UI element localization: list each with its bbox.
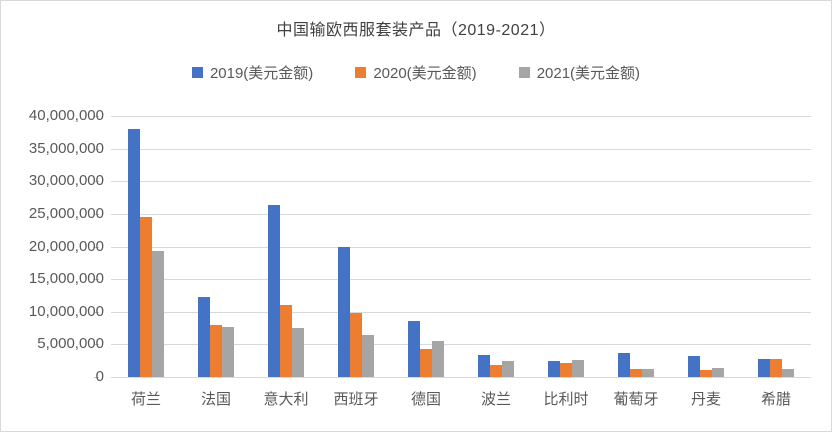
chart-title: 中国输欧西服套装产品（2019-2021） xyxy=(276,22,556,39)
gridline xyxy=(111,116,811,117)
y-axis-tick xyxy=(94,213,99,215)
bar-2020-波兰 xyxy=(490,364,502,377)
bar-2021-丹麦 xyxy=(712,367,724,377)
y-axis-tick xyxy=(94,344,99,346)
legend-swatch-2019-icon xyxy=(191,67,203,78)
y-axis-label: 10,000,000 xyxy=(28,302,104,320)
bar-2020-德国 xyxy=(420,348,432,377)
bar-2020-比利时 xyxy=(560,362,572,377)
legend-item-2019: 2019(美元金额) xyxy=(191,62,314,83)
bar-2021-西班牙 xyxy=(362,334,374,377)
bar-2020-葡萄牙 xyxy=(630,369,642,377)
bar-2019-法国 xyxy=(198,296,210,377)
bar-2021-波兰 xyxy=(502,360,514,377)
bar-2019-西班牙 xyxy=(338,246,350,377)
gridline xyxy=(111,213,811,215)
x-axis-label: 葡萄牙 xyxy=(613,391,659,408)
y-axis-tick xyxy=(94,116,99,117)
bar-2021-葡萄牙 xyxy=(642,368,654,377)
legend: 2019(美元金额) 2020(美元金额) 2021(美元金额) xyxy=(1,62,831,83)
y-axis-label: 20,000,000 xyxy=(28,237,104,255)
legend-swatch-2020-icon xyxy=(355,67,367,78)
x-axis-label: 波兰 xyxy=(480,391,511,408)
gridline xyxy=(111,311,811,313)
gridline xyxy=(111,148,811,150)
bar-2019-丹麦 xyxy=(688,356,700,377)
bar-2020-希腊 xyxy=(770,358,782,377)
bar-2021-希腊 xyxy=(782,369,794,377)
bar-2021-德国 xyxy=(432,341,444,377)
legend-label-2020: 2020(美元金额) xyxy=(373,65,477,82)
y-axis-label: 25,000,000 xyxy=(28,204,104,222)
y-axis-tick xyxy=(94,377,99,378)
bar-2020-荷兰 xyxy=(140,217,152,377)
x-axis-label: 荷兰 xyxy=(130,391,161,408)
legend-label-2021: 2021(美元金额) xyxy=(536,65,641,82)
bar-2021-比利时 xyxy=(572,360,584,377)
y-axis-tick xyxy=(94,279,99,281)
x-axis-label: 丹麦 xyxy=(690,391,721,408)
x-axis-label: 意大利 xyxy=(263,391,309,408)
bar-2019-意大利 xyxy=(268,204,280,377)
y-axis-tick xyxy=(94,181,99,183)
bar-2019-希腊 xyxy=(758,358,770,377)
gridline xyxy=(111,246,811,248)
y-axis-label: 0 xyxy=(95,368,104,385)
x-axis-label: 比利时 xyxy=(543,391,589,408)
bar-2021-法国 xyxy=(222,326,234,377)
bar-2019-比利时 xyxy=(548,360,560,377)
legend-label-2019: 2019(美元金额) xyxy=(209,65,314,82)
gridline xyxy=(111,279,811,281)
bar-2019-荷兰 xyxy=(128,129,140,377)
x-axis-label: 西班牙 xyxy=(333,391,379,408)
y-axis-tick xyxy=(94,148,99,150)
gridline xyxy=(111,344,811,346)
gridline xyxy=(111,181,811,183)
y-axis-tick xyxy=(94,246,99,248)
legend-item-2020: 2020(美元金额) xyxy=(355,62,477,83)
bar-2020-法国 xyxy=(210,324,222,377)
x-axis-label: 德国 xyxy=(410,391,441,408)
legend-item-2021: 2021(美元金额) xyxy=(518,62,641,83)
y-axis-label: 5,000,000 xyxy=(37,335,104,353)
x-axis-label: 法国 xyxy=(200,391,231,408)
bar-2020-丹麦 xyxy=(700,370,712,377)
bar-2021-荷兰 xyxy=(152,251,164,377)
bar-2019-葡萄牙 xyxy=(618,352,630,377)
y-axis-label: 30,000,000 xyxy=(28,172,104,190)
y-axis-tick xyxy=(94,311,99,313)
y-axis-label: 15,000,000 xyxy=(28,270,104,288)
bar-2020-西班牙 xyxy=(350,313,362,377)
bar-2021-意大利 xyxy=(292,328,304,377)
y-axis-label: 40,000,000 xyxy=(28,107,104,124)
bar-2019-波兰 xyxy=(478,354,490,377)
x-axis-line xyxy=(111,377,811,378)
y-axis-label: 35,000,000 xyxy=(28,139,104,157)
legend-swatch-2021-icon xyxy=(518,67,530,78)
bar-2019-德国 xyxy=(408,320,420,377)
bar-2020-意大利 xyxy=(280,305,292,377)
x-axis-label: 希腊 xyxy=(760,391,791,408)
